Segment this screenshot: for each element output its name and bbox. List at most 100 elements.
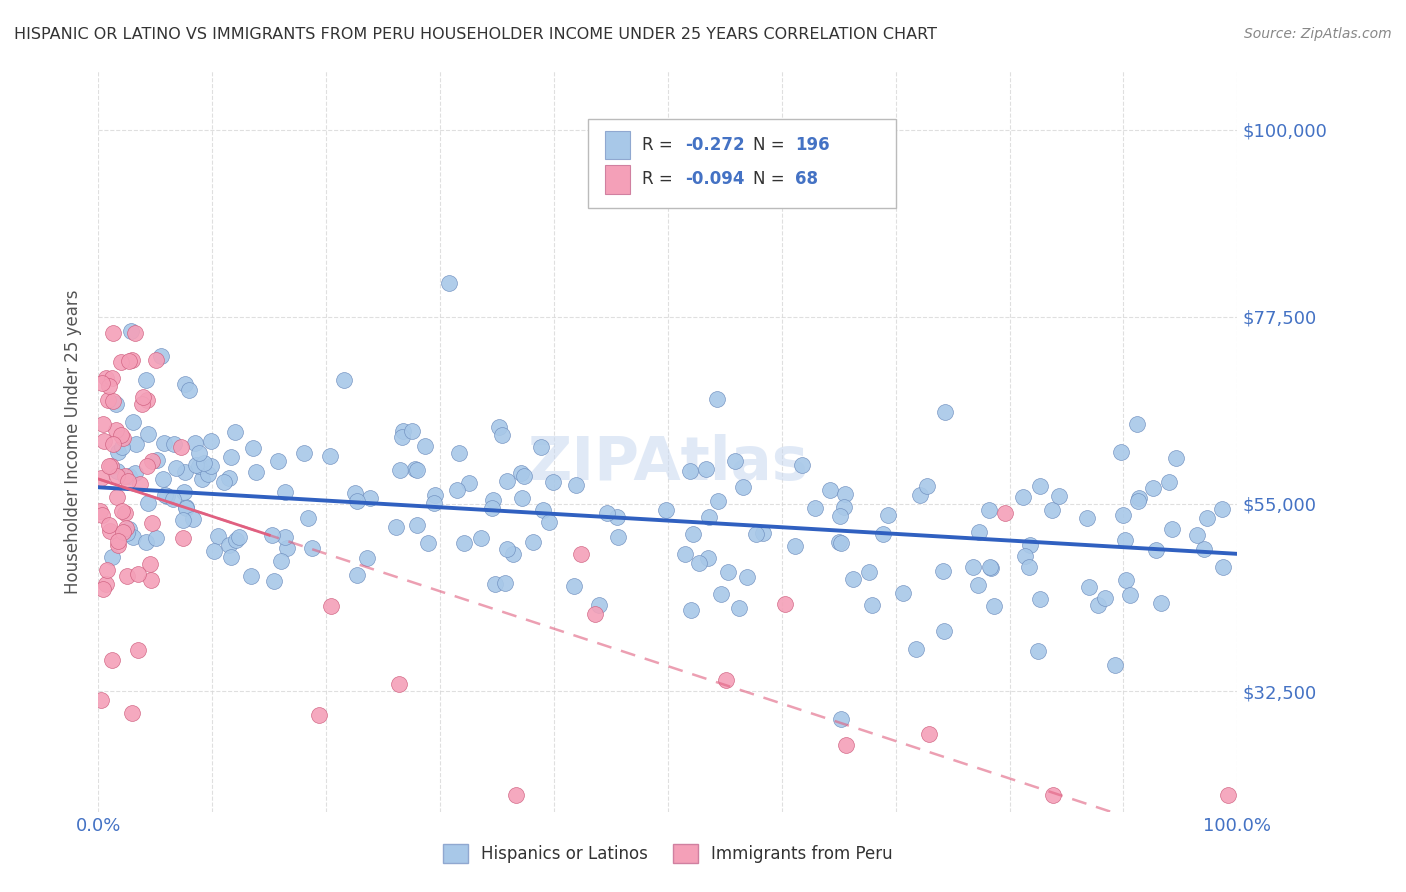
Point bbox=[537, 516, 560, 530]
Point bbox=[384, 520, 406, 534]
Point bbox=[101, 394, 124, 409]
Point bbox=[127, 566, 149, 581]
Point bbox=[162, 492, 184, 507]
Point bbox=[751, 525, 773, 540]
Point bbox=[908, 488, 931, 502]
Text: -0.094: -0.094 bbox=[685, 170, 744, 188]
Point bbox=[121, 353, 143, 368]
Point bbox=[139, 574, 162, 588]
Point bbox=[714, 673, 737, 688]
Point bbox=[994, 506, 1017, 520]
Point bbox=[90, 693, 112, 707]
Text: -0.272: -0.272 bbox=[685, 136, 745, 153]
Point bbox=[513, 468, 536, 483]
Point bbox=[184, 458, 207, 473]
Point bbox=[93, 434, 115, 448]
Point bbox=[117, 569, 139, 583]
Point bbox=[745, 527, 768, 541]
Point bbox=[292, 446, 315, 460]
Point bbox=[835, 738, 858, 752]
Point bbox=[416, 536, 439, 550]
Point bbox=[860, 598, 883, 612]
Point bbox=[1150, 596, 1173, 610]
Point bbox=[104, 397, 127, 411]
Point bbox=[877, 508, 900, 522]
Point bbox=[118, 522, 141, 536]
Point bbox=[1142, 481, 1164, 495]
Point bbox=[872, 527, 894, 541]
Point bbox=[1128, 491, 1150, 506]
Point bbox=[200, 458, 222, 473]
Point bbox=[717, 565, 740, 579]
Point bbox=[111, 431, 134, 445]
Point bbox=[1078, 580, 1101, 594]
Point bbox=[172, 532, 194, 546]
Point bbox=[1094, 591, 1116, 606]
Point bbox=[94, 577, 117, 591]
Point bbox=[90, 471, 112, 485]
Point bbox=[101, 550, 124, 565]
Text: 68: 68 bbox=[796, 170, 818, 188]
Point bbox=[710, 586, 733, 600]
Point bbox=[141, 453, 163, 467]
Point bbox=[1026, 644, 1049, 658]
Text: N =: N = bbox=[754, 136, 790, 153]
Point bbox=[96, 563, 118, 577]
Point bbox=[121, 415, 143, 429]
Point bbox=[904, 641, 927, 656]
Point bbox=[101, 371, 124, 385]
Point bbox=[983, 599, 1005, 614]
Point bbox=[91, 417, 114, 431]
Point bbox=[1112, 508, 1135, 522]
Point bbox=[135, 373, 157, 387]
Point bbox=[496, 475, 519, 489]
Point bbox=[510, 491, 533, 505]
Point bbox=[115, 521, 138, 535]
Point bbox=[145, 453, 167, 467]
Point bbox=[818, 483, 841, 498]
Point bbox=[531, 502, 554, 516]
Point bbox=[1014, 549, 1036, 563]
Point bbox=[979, 503, 1001, 517]
Text: Source: ZipAtlas.com: Source: ZipAtlas.com bbox=[1244, 27, 1392, 41]
Point bbox=[934, 405, 956, 419]
FancyBboxPatch shape bbox=[605, 165, 630, 194]
Point bbox=[488, 419, 510, 434]
Point bbox=[423, 495, 446, 509]
Point bbox=[301, 541, 323, 555]
Point bbox=[181, 512, 204, 526]
Point bbox=[118, 353, 141, 368]
Point bbox=[1160, 522, 1182, 536]
Point bbox=[830, 509, 852, 524]
Point bbox=[699, 510, 721, 524]
Point bbox=[1114, 533, 1136, 547]
Point bbox=[583, 607, 606, 622]
Point bbox=[1216, 788, 1239, 802]
Point bbox=[90, 376, 112, 390]
Point bbox=[139, 557, 162, 571]
Point bbox=[174, 500, 197, 515]
Point bbox=[117, 525, 139, 540]
Point bbox=[346, 568, 368, 582]
Point bbox=[453, 536, 475, 550]
Point bbox=[530, 440, 553, 454]
Point bbox=[1012, 490, 1035, 504]
Point bbox=[274, 530, 297, 544]
Point bbox=[484, 577, 506, 591]
Point bbox=[319, 599, 342, 614]
Point bbox=[153, 436, 176, 450]
Point bbox=[98, 524, 121, 539]
Point bbox=[1042, 788, 1064, 802]
Point bbox=[449, 446, 471, 460]
Text: 196: 196 bbox=[796, 136, 830, 153]
Point bbox=[104, 423, 127, 437]
Point bbox=[773, 597, 796, 611]
Point bbox=[828, 535, 851, 549]
Point bbox=[224, 425, 246, 439]
Point bbox=[188, 446, 211, 460]
FancyBboxPatch shape bbox=[605, 130, 630, 159]
Point bbox=[132, 390, 155, 404]
Text: R =: R = bbox=[641, 136, 678, 153]
Point bbox=[225, 533, 247, 548]
Point bbox=[481, 493, 503, 508]
